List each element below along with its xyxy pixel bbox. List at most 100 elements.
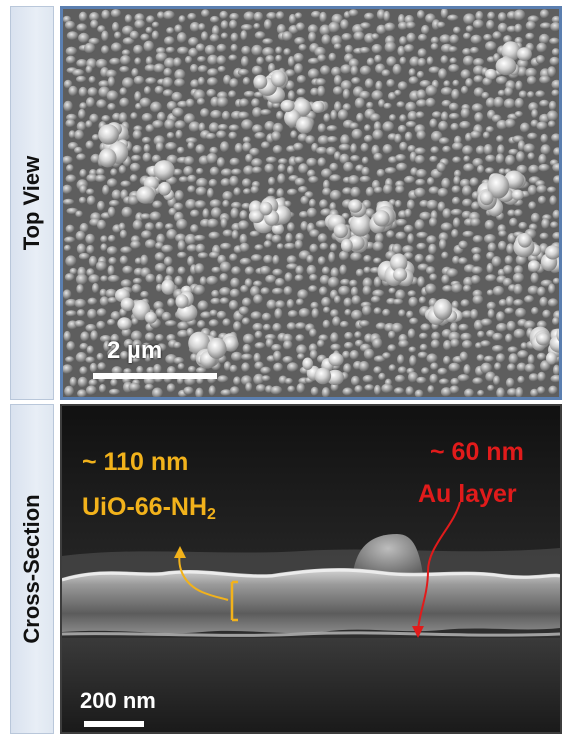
grain bbox=[63, 155, 73, 165]
grain bbox=[193, 284, 206, 296]
grain bbox=[443, 355, 451, 365]
cluster-particle bbox=[328, 352, 344, 367]
grain bbox=[107, 76, 116, 88]
grain bbox=[197, 76, 205, 86]
grain bbox=[206, 88, 217, 98]
grain bbox=[502, 277, 513, 287]
grain bbox=[209, 309, 218, 317]
grain bbox=[530, 272, 539, 284]
grain bbox=[362, 375, 374, 383]
grain bbox=[527, 132, 538, 140]
grain bbox=[447, 14, 459, 22]
grain bbox=[507, 346, 518, 354]
grain bbox=[527, 184, 538, 196]
grain bbox=[145, 124, 155, 133]
grain bbox=[139, 213, 152, 220]
grain bbox=[546, 110, 559, 122]
grain bbox=[131, 317, 139, 326]
grain bbox=[230, 43, 238, 53]
grain bbox=[371, 43, 383, 54]
grain bbox=[101, 115, 111, 122]
grain bbox=[136, 365, 144, 375]
grain bbox=[204, 44, 216, 56]
grain bbox=[273, 350, 282, 362]
grain bbox=[79, 342, 89, 351]
grain bbox=[520, 342, 528, 350]
grain bbox=[297, 289, 309, 300]
grain bbox=[96, 168, 105, 177]
grain bbox=[382, 308, 391, 317]
grain bbox=[77, 376, 88, 388]
grain bbox=[331, 35, 343, 47]
grain bbox=[504, 307, 514, 315]
grain bbox=[151, 387, 163, 397]
grain bbox=[282, 356, 294, 364]
grain bbox=[333, 101, 342, 113]
grain bbox=[399, 36, 408, 46]
grain bbox=[472, 377, 484, 385]
grain bbox=[537, 371, 546, 382]
grain bbox=[430, 36, 440, 45]
grain bbox=[392, 298, 404, 305]
grain bbox=[76, 59, 88, 68]
grain bbox=[79, 102, 88, 110]
grain bbox=[513, 209, 523, 217]
grain bbox=[321, 266, 330, 275]
grain bbox=[132, 277, 143, 285]
grain bbox=[272, 268, 283, 277]
grain bbox=[164, 57, 176, 69]
grain bbox=[91, 283, 100, 294]
grain bbox=[517, 375, 525, 384]
grain bbox=[373, 384, 382, 396]
grain bbox=[404, 175, 415, 184]
grain bbox=[535, 90, 546, 98]
grain bbox=[209, 33, 220, 43]
cluster-particle bbox=[311, 101, 325, 113]
grain bbox=[240, 56, 249, 68]
grain bbox=[370, 295, 381, 304]
grain bbox=[172, 107, 184, 118]
au-arrow-head bbox=[412, 626, 424, 638]
grain bbox=[552, 317, 559, 326]
grain bbox=[472, 253, 481, 263]
grain bbox=[430, 339, 440, 349]
grain bbox=[87, 308, 97, 320]
grain bbox=[404, 208, 412, 218]
grain bbox=[469, 46, 480, 54]
cluster-particle bbox=[518, 233, 532, 248]
grain bbox=[287, 310, 298, 318]
grain bbox=[220, 217, 228, 229]
grain bbox=[295, 298, 304, 306]
grain bbox=[417, 33, 428, 42]
grain bbox=[507, 363, 516, 372]
grain bbox=[462, 55, 474, 67]
grain bbox=[465, 25, 474, 33]
grain bbox=[275, 54, 283, 63]
grain bbox=[333, 75, 342, 86]
grain bbox=[537, 386, 546, 395]
grain bbox=[185, 98, 195, 108]
grain bbox=[472, 294, 484, 305]
grain bbox=[216, 310, 227, 320]
grain bbox=[402, 245, 414, 254]
grain bbox=[508, 148, 519, 156]
grain bbox=[190, 224, 199, 234]
grain bbox=[508, 353, 519, 365]
grain bbox=[142, 152, 152, 163]
grain bbox=[177, 240, 186, 252]
grain bbox=[200, 31, 209, 42]
grain bbox=[483, 355, 495, 363]
grain bbox=[497, 22, 508, 33]
grain bbox=[300, 195, 309, 205]
grain bbox=[431, 19, 441, 31]
grain bbox=[294, 12, 303, 20]
grain bbox=[330, 267, 340, 279]
grain bbox=[421, 24, 430, 35]
grain bbox=[65, 224, 75, 234]
grain bbox=[152, 350, 161, 361]
grain bbox=[397, 124, 407, 134]
grain bbox=[339, 153, 350, 165]
grain bbox=[409, 355, 417, 367]
grain bbox=[513, 9, 526, 21]
grain bbox=[330, 109, 338, 121]
